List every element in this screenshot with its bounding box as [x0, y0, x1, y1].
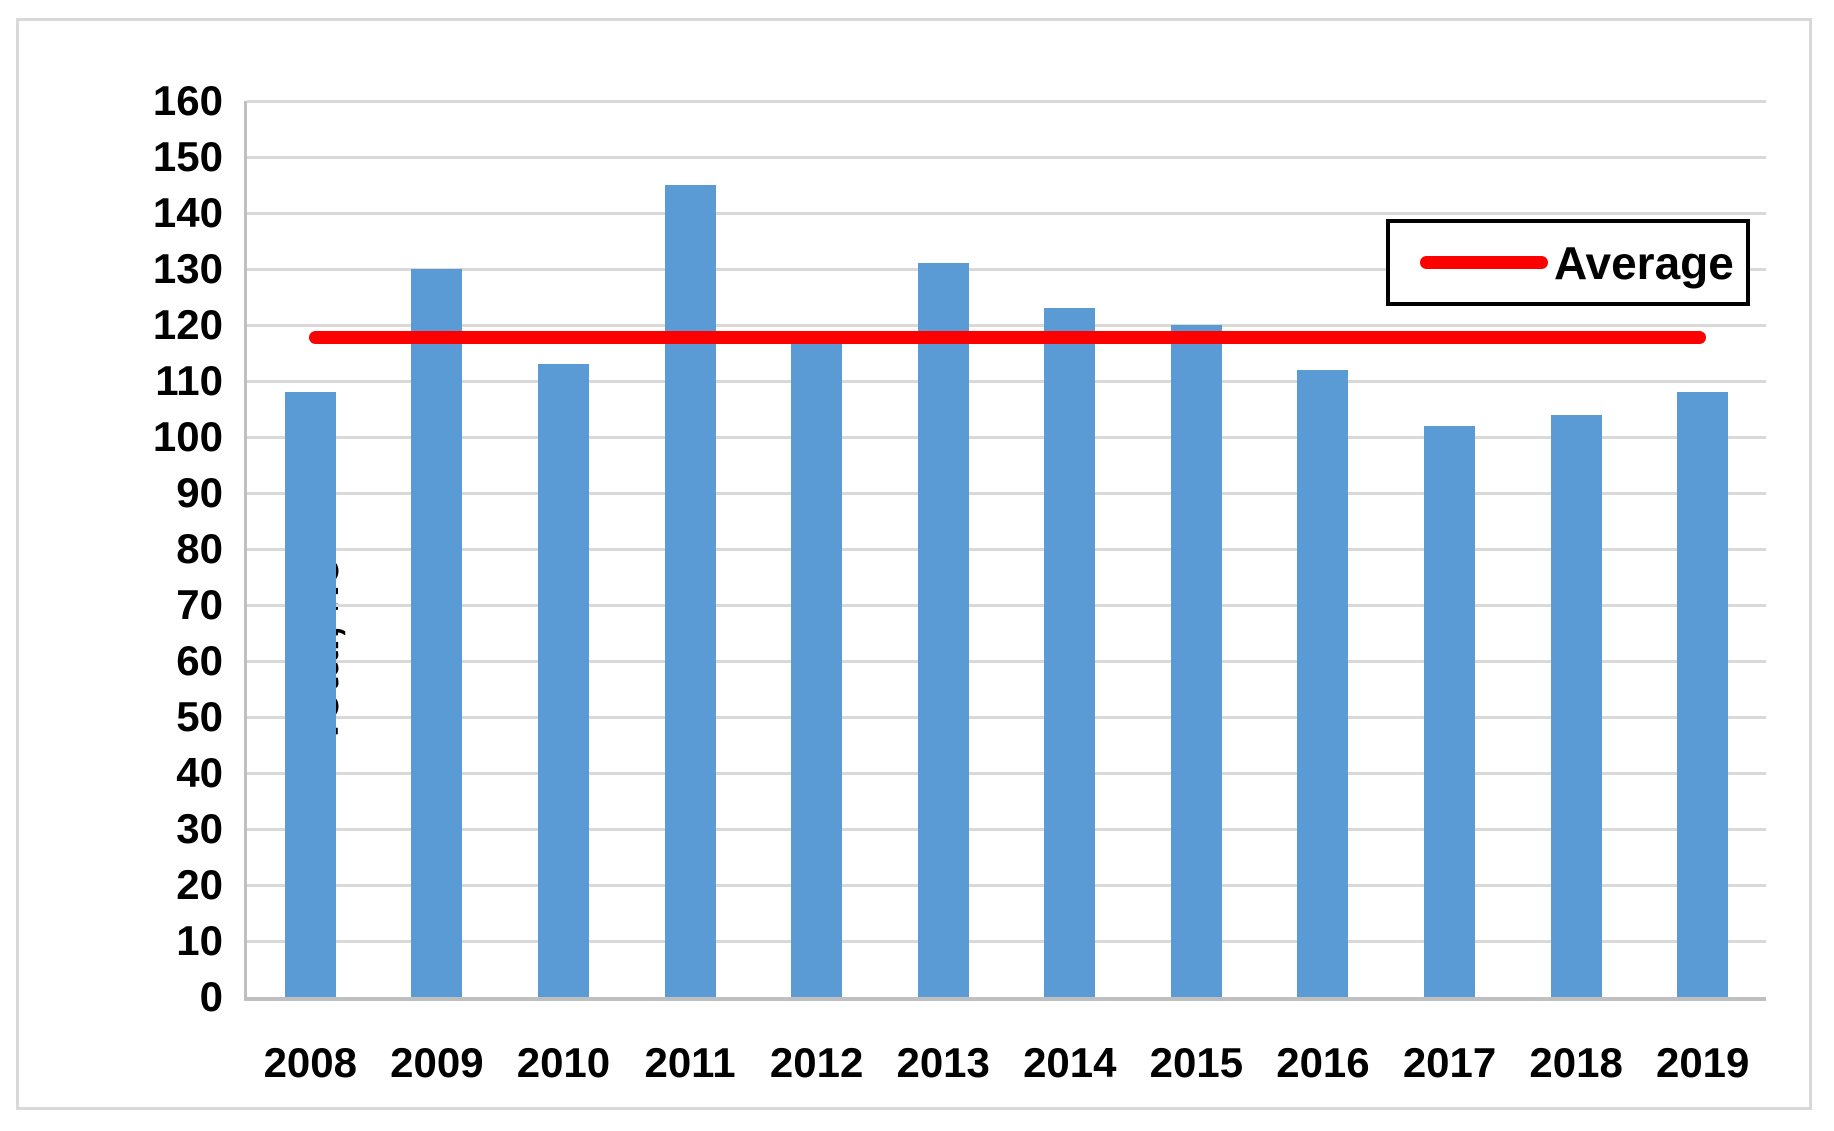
x-tick-label-2008: 2008	[263, 1039, 357, 1086]
gridline-90	[247, 492, 1766, 495]
x-tick-label-2013: 2013	[896, 1039, 990, 1086]
bar-2014	[1044, 308, 1096, 997]
y-tick-label-0: 0	[199, 973, 223, 1020]
y-tick-label-70: 70	[176, 581, 223, 628]
y-tick-label-100: 100	[152, 413, 223, 460]
x-tick-label-2012: 2012	[769, 1039, 864, 1086]
bar-2018	[1550, 414, 1602, 997]
bar-2011	[664, 185, 716, 997]
y-tick-label-30: 30	[176, 805, 223, 852]
x-tick-label-2015: 2015	[1149, 1039, 1244, 1086]
legend-line-swatch	[1420, 256, 1548, 269]
bar-2013	[917, 263, 969, 997]
y-tick-label-50: 50	[176, 693, 223, 740]
y-tick-label-140: 140	[152, 189, 223, 236]
y-tick-label-110: 110	[155, 357, 223, 404]
y-tick-label-150: 150	[152, 133, 223, 180]
y-tick-label-90: 90	[176, 469, 223, 516]
gridline-20	[247, 884, 1766, 887]
gridline-110	[247, 380, 1766, 383]
y-tick-label-40: 40	[176, 749, 223, 796]
gridline-100	[247, 436, 1766, 439]
y-tick-label-10: 10	[176, 917, 223, 964]
y-tick-label-160: 160	[152, 77, 223, 124]
gridline-70	[247, 604, 1766, 607]
legend: Average	[1386, 219, 1750, 306]
gridline-10	[247, 940, 1766, 943]
bar-2017	[1424, 425, 1476, 997]
gridline-60	[247, 660, 1766, 663]
x-tick-label-2010: 2010	[516, 1039, 611, 1086]
x-tick-label-2017: 2017	[1402, 1039, 1497, 1086]
gridline-130	[247, 268, 1766, 271]
gridline-150	[247, 156, 1766, 159]
y-tick-label-80: 80	[176, 525, 223, 572]
x-tick-label-2016: 2016	[1276, 1039, 1370, 1086]
plot-area: Total, no 010203040506070809010011012013…	[153, 77, 1766, 1086]
gridline-140	[247, 212, 1766, 215]
bar-2016	[1297, 369, 1349, 997]
x-tick-label-2009: 2009	[390, 1039, 484, 1086]
gridline-50	[247, 716, 1766, 719]
x-tick-label-2014: 2014	[1023, 1039, 1117, 1086]
x-tick-label-2011: 2011	[644, 1039, 736, 1086]
gridline-80	[247, 548, 1766, 551]
bar-2019	[1677, 392, 1729, 997]
bar-2008	[284, 392, 336, 997]
bar-2015	[1170, 325, 1222, 997]
legend-label: Average	[1554, 236, 1734, 289]
bar-2010	[537, 364, 589, 997]
gridline-30	[247, 828, 1766, 831]
bar-2009	[411, 269, 463, 997]
y-tick-label-60: 60	[176, 637, 223, 684]
x-tick-label-2019: 2019	[1655, 1039, 1750, 1086]
y-tick-label-20: 20	[176, 861, 223, 908]
y-tick-label-130: 130	[152, 245, 223, 292]
average-line	[309, 331, 1706, 345]
x-tick-label-2018: 2018	[1529, 1039, 1623, 1086]
gridline-160	[247, 100, 1766, 103]
y-tick-label-120: 120	[152, 301, 223, 348]
bar-2012	[791, 341, 843, 997]
gridline-120	[247, 324, 1766, 327]
gridline-40	[247, 772, 1766, 775]
